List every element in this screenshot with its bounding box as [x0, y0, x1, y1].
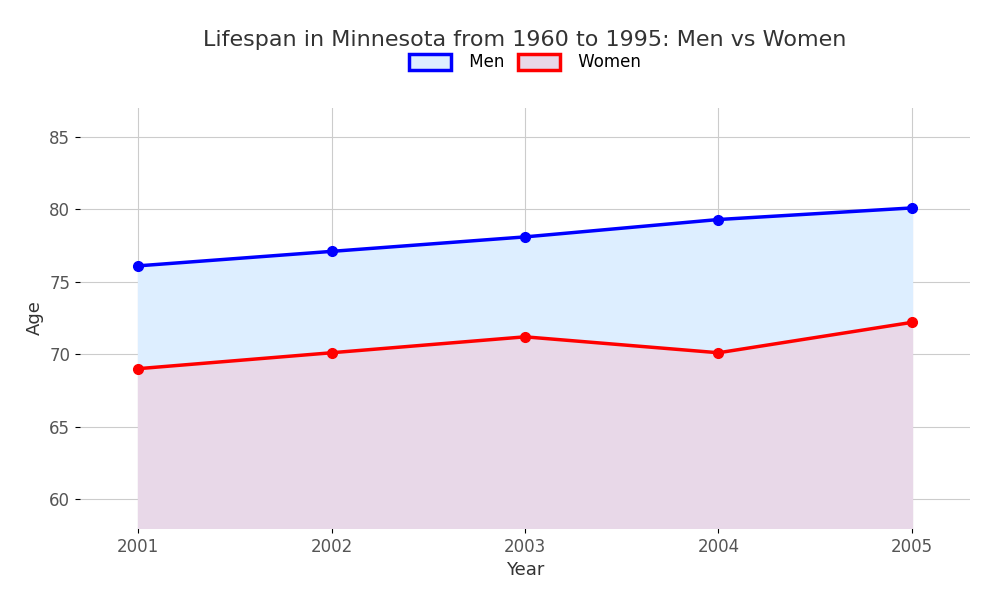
- X-axis label: Year: Year: [506, 561, 544, 579]
- Y-axis label: Age: Age: [26, 301, 44, 335]
- Title: Lifespan in Minnesota from 1960 to 1995: Men vs Women: Lifespan in Minnesota from 1960 to 1995:…: [203, 29, 847, 49]
- Legend:  Men,  Women: Men, Women: [401, 45, 649, 80]
